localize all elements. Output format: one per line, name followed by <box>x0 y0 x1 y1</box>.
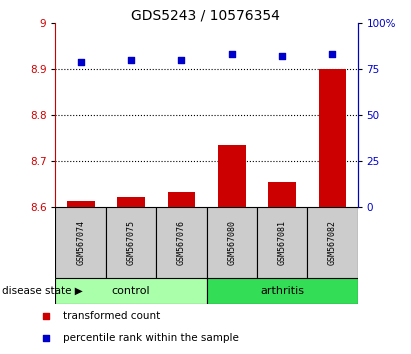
Bar <box>206 207 257 278</box>
Bar <box>319 69 346 207</box>
Bar <box>67 201 95 207</box>
Bar <box>106 207 156 278</box>
Bar <box>206 278 358 304</box>
Text: GSM567074: GSM567074 <box>76 220 85 265</box>
Text: disease state ▶: disease state ▶ <box>2 286 83 296</box>
Bar <box>55 207 106 278</box>
Bar <box>156 207 206 278</box>
Bar <box>218 145 245 207</box>
Point <box>279 53 285 59</box>
Bar <box>168 192 195 207</box>
Text: GSM567076: GSM567076 <box>177 220 186 265</box>
Text: arthritis: arthritis <box>260 286 304 296</box>
Point <box>43 336 49 341</box>
Point <box>178 57 185 63</box>
Text: transformed count: transformed count <box>62 311 160 321</box>
Bar <box>257 207 307 278</box>
Point <box>77 59 84 64</box>
Bar <box>307 207 358 278</box>
Text: GSM567081: GSM567081 <box>277 220 286 265</box>
Text: GSM567075: GSM567075 <box>127 220 136 265</box>
Text: GSM567080: GSM567080 <box>227 220 236 265</box>
Point <box>43 314 49 319</box>
Bar <box>117 196 145 207</box>
Text: GSM567082: GSM567082 <box>328 220 337 265</box>
Bar <box>268 182 296 207</box>
Point <box>229 51 235 57</box>
Point <box>329 51 336 57</box>
Text: control: control <box>112 286 150 296</box>
Bar <box>55 278 206 304</box>
Text: percentile rank within the sample: percentile rank within the sample <box>62 333 238 343</box>
Text: GDS5243 / 10576354: GDS5243 / 10576354 <box>131 9 280 23</box>
Point <box>128 57 134 63</box>
